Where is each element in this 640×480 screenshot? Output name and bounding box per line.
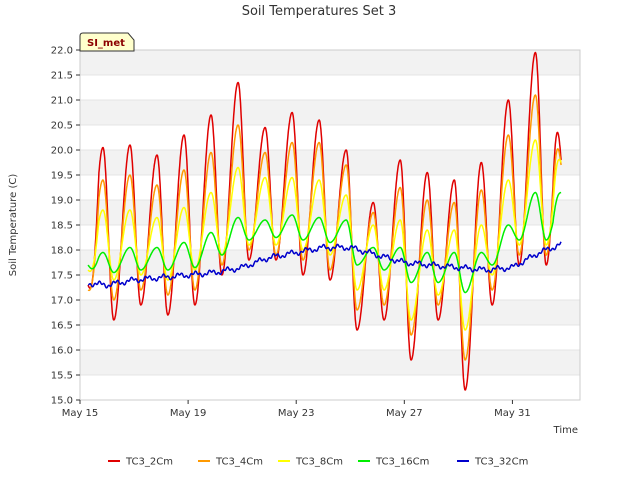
y-tick-label: 18.0 (51, 246, 73, 257)
badge-shape (79, 32, 135, 52)
y-tick-label: 16.0 (51, 346, 73, 357)
y-tick-label: 21.5 (51, 71, 73, 82)
y-tick-label: 15.0 (51, 396, 73, 407)
y-tick-label: 17.5 (51, 271, 73, 282)
legend-label: TC3_32Cm (474, 457, 528, 468)
grid-band (80, 200, 580, 225)
y-tick-label: 22.0 (51, 46, 73, 57)
y-axis-title: Soil Temperature (C) (8, 174, 19, 277)
y-tick-label: 15.5 (51, 371, 73, 382)
legend: TC3_2Cm TC3_4Cm TC3_8Cm TC3_16Cm TC3_32Cm (108, 457, 528, 468)
grid-band (80, 50, 580, 75)
x-tick-label: May 19 (170, 408, 207, 419)
badge-label: SI_met (87, 38, 125, 49)
station-badge: SI_met (79, 32, 135, 52)
y-tick-label: 19.5 (51, 171, 73, 182)
y-tick-label: 18.5 (51, 221, 73, 232)
legend-label: TC3_4Cm (215, 457, 263, 468)
legend-label: TC3_8Cm (295, 457, 343, 468)
series-line-tc3-16cm (87, 191, 562, 294)
x-tick-label: May 31 (494, 408, 531, 419)
x-tick-label: May 15 (62, 408, 99, 419)
series-line-tc3-32cm (87, 241, 562, 289)
y-tick-label: 19.0 (51, 196, 73, 207)
grid-band (80, 300, 580, 325)
series-layer (87, 51, 562, 391)
series-line-tc3-8cm (87, 139, 562, 331)
grid-bands (80, 49, 580, 401)
chart-title: Soil Temperatures Set 3 (242, 4, 397, 19)
legend-label: TC3_16Cm (375, 457, 429, 468)
x-tick-label: May 23 (278, 408, 315, 419)
y-tick-label: 16.5 (51, 321, 73, 332)
x-tick-label: May 27 (386, 408, 423, 419)
series-line-tc3-4cm (87, 94, 562, 361)
x-axis-title: Time (553, 425, 578, 436)
axes: 15.0 15.5 16.0 16.5 17.0 17.5 18.0 18.5 19.0 19.5… (51, 46, 581, 419)
y-tick-label: 20.0 (51, 146, 73, 157)
legend-label: TC3_2Cm (125, 457, 173, 468)
grid-band (80, 150, 580, 175)
grid-band (80, 100, 580, 125)
y-tick-label: 17.0 (51, 296, 73, 307)
y-tick-label: 20.5 (51, 121, 73, 132)
y-tick-label: 21.0 (51, 96, 73, 107)
grid-band (80, 350, 580, 375)
